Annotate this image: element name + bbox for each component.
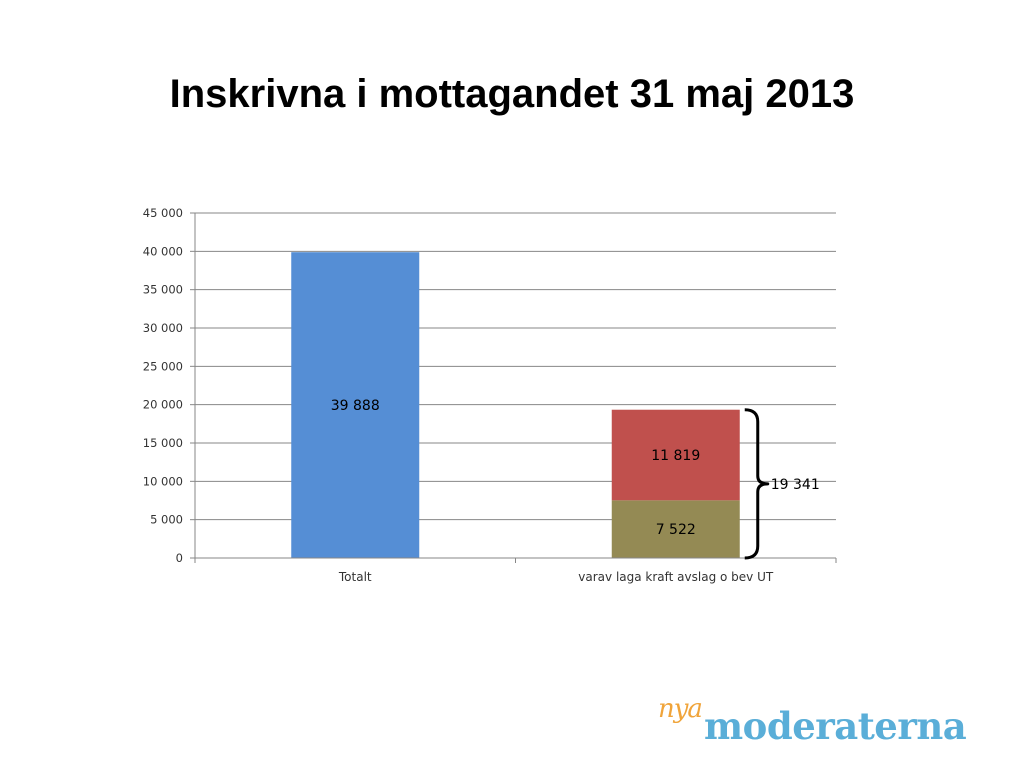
y-tick-label: 20 000: [143, 398, 183, 412]
bar: [291, 252, 420, 558]
logo-script-text: nya: [658, 694, 703, 724]
slide-title: Inskrivna i mottagandet 31 maj 2013: [169, 72, 855, 116]
y-tick-label: 30 000: [143, 321, 183, 335]
brace-annotation: [744, 408, 770, 560]
y-tick-label: 40 000: [143, 244, 183, 258]
bar-data-label: 39 888: [331, 398, 380, 414]
annotation-total-label: 19 341: [771, 477, 820, 493]
x-category-label: Totalt: [338, 570, 372, 584]
y-tick-label: 15 000: [143, 436, 183, 450]
y-tick-label: 45 000: [143, 206, 183, 220]
y-tick-label: 25 000: [143, 359, 183, 373]
y-tick-label: 35 000: [143, 283, 183, 297]
bar: [611, 500, 740, 558]
bar-data-label: 11 819: [651, 448, 700, 464]
x-category-label: varav laga kraft avslag o bev UT: [578, 570, 774, 584]
logo-main-text: moderaterna: [704, 704, 967, 748]
y-tick-label: 0: [176, 551, 183, 565]
bar-data-label: 7 522: [656, 522, 696, 538]
y-tick-label: 10 000: [143, 474, 183, 488]
bar: [611, 409, 740, 501]
y-tick-label: 5 000: [150, 513, 183, 527]
moderaterna-logo: nya moderaterna: [656, 694, 996, 754]
